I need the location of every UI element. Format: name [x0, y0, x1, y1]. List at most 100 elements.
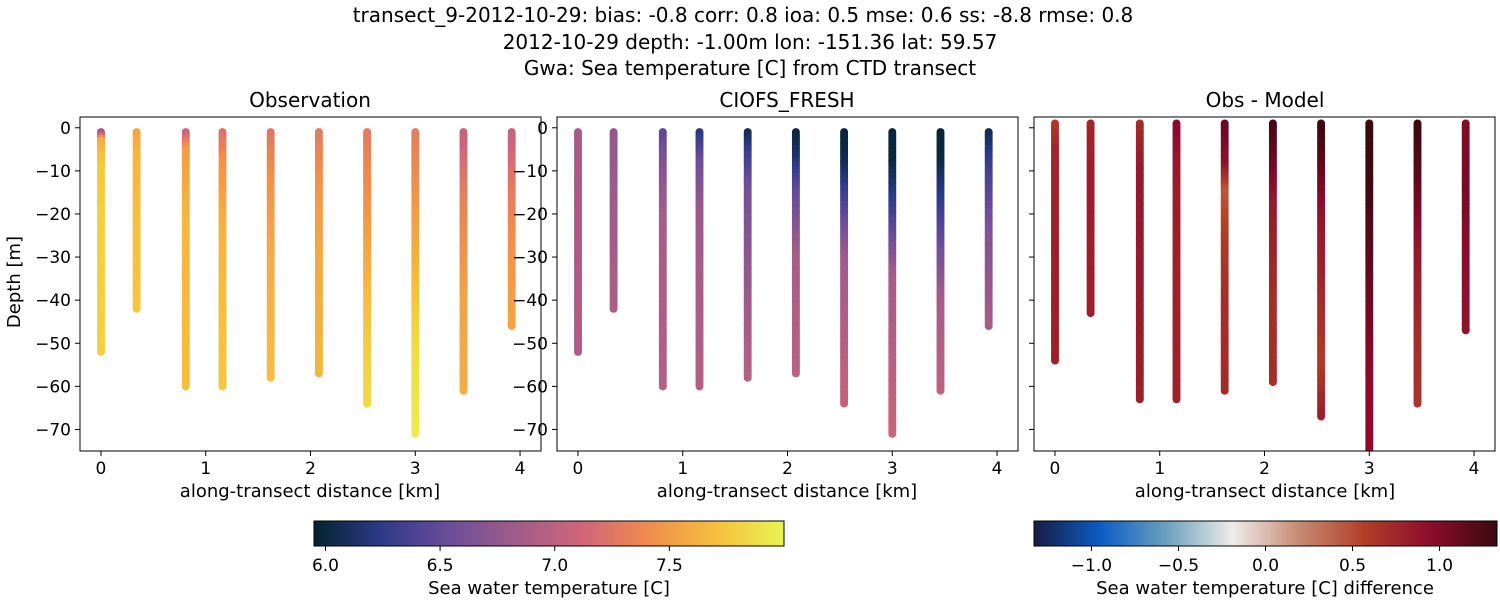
data-point	[1461, 326, 1470, 335]
station-profile	[609, 128, 618, 313]
x-tick-label: 3	[887, 459, 898, 479]
station-profile	[936, 128, 945, 395]
station-profile	[1268, 119, 1277, 386]
figure-title-line2: 2012-10-29 depth: -1.00m lon: -151.36 la…	[503, 30, 998, 54]
model-panel: CIOFS_FRESH along-transect distance [km]…	[512, 88, 1019, 502]
axes-frame	[556, 116, 1019, 452]
x-tick-label: 4	[1469, 459, 1480, 479]
data-point	[266, 373, 275, 382]
data-point	[743, 373, 752, 382]
data-point	[984, 322, 993, 330]
y-axis-label: Depth [m]	[4, 236, 25, 328]
data-point	[1220, 386, 1229, 395]
colorbar-tick-label: 6.0	[312, 556, 339, 576]
y-tick-label: −30	[512, 248, 548, 268]
y-tick-label: −20	[512, 205, 548, 225]
station-profile	[1365, 119, 1374, 451]
x-tick-label: 2	[305, 459, 316, 479]
y-tick-label: −40	[35, 291, 71, 311]
station-profile	[459, 128, 468, 395]
colorbar-tick-label: 0.5	[1339, 556, 1366, 576]
data-point	[574, 347, 582, 356]
station-profile	[984, 128, 993, 330]
x-axis-label: along-transect distance [km]	[657, 481, 917, 502]
y-tick-label: −10	[512, 162, 548, 182]
colorbar-tick-label: 7.5	[656, 556, 683, 576]
data-points	[1051, 119, 1470, 451]
data-point	[658, 382, 667, 391]
x-tick-label: 2	[782, 459, 793, 479]
x-tick-label: 4	[515, 459, 526, 479]
figure-title-line1: transect_9-2012-10-29: bias: -0.8 corr: …	[353, 3, 1134, 27]
station-profile	[1413, 119, 1422, 408]
data-point	[1051, 356, 1059, 365]
colorbar-gradient	[1033, 520, 1498, 547]
colorbar-tick-label: 1.0	[1426, 556, 1453, 576]
y-tick-label: −10	[35, 162, 71, 182]
colorbar-tick-label: 7.0	[541, 556, 568, 576]
colorbar-tick-label: −1.0	[1071, 556, 1112, 576]
data-point	[1365, 447, 1374, 451]
x-tick-label: 0	[1050, 459, 1061, 479]
station-profile	[1317, 119, 1326, 421]
colorbar-label: Sea water temperature [C] difference	[1096, 578, 1434, 599]
station-profile	[1051, 119, 1059, 365]
data-point	[314, 369, 323, 378]
station-profile	[574, 128, 582, 356]
x-axis-label: along-transect distance [km]	[180, 481, 440, 502]
station-profile	[363, 128, 372, 408]
data-point	[791, 369, 800, 378]
data-points	[574, 128, 993, 438]
station-profile	[791, 128, 800, 378]
x-tick-label: 0	[96, 459, 107, 479]
data-point	[218, 382, 227, 391]
station-profile	[1461, 119, 1470, 335]
data-point	[97, 347, 105, 356]
station-profile	[888, 128, 897, 438]
station-profile	[411, 128, 420, 438]
station-profile	[658, 128, 667, 391]
panel-title: Observation	[249, 88, 371, 112]
station-profile	[507, 128, 516, 330]
y-tick-label: −40	[512, 291, 548, 311]
y-tick-label: 0	[537, 119, 548, 139]
data-point	[507, 322, 516, 330]
data-point	[609, 304, 618, 313]
y-tick-label: 0	[60, 119, 71, 139]
data-point	[1172, 395, 1181, 404]
y-tick-label: −70	[512, 420, 548, 440]
colorbar-gradient	[313, 520, 785, 547]
station-profile	[1220, 119, 1229, 395]
x-tick-label: 1	[200, 459, 211, 479]
data-point	[411, 429, 420, 438]
data-point	[181, 382, 190, 391]
data-points	[97, 128, 516, 438]
colorbar-tick-label: 0.0	[1252, 556, 1279, 576]
x-tick-label: 3	[1364, 459, 1375, 479]
difference-panel: Obs - Model along-transect distance [km]…	[1029, 88, 1496, 502]
data-point	[1268, 378, 1277, 386]
station-profile	[695, 128, 704, 391]
x-tick-label: 1	[677, 459, 688, 479]
station-profile	[1172, 119, 1181, 404]
figure-title-line3: Gwa: Sea temperature [C] from CTD transe…	[524, 56, 976, 80]
y-tick-label: −30	[35, 248, 71, 268]
y-tick-label: −60	[512, 377, 548, 397]
data-point	[888, 429, 897, 438]
x-tick-label: 1	[1154, 459, 1165, 479]
x-tick-label: 4	[992, 459, 1003, 479]
y-tick-label: −50	[35, 334, 71, 354]
panel-title: CIOFS_FRESH	[719, 88, 854, 112]
x-tick-label: 2	[1259, 459, 1270, 479]
x-axis-label: along-transect distance [km]	[1135, 481, 1395, 502]
station-profile	[97, 128, 105, 356]
y-tick-label: −60	[35, 377, 71, 397]
station-profile	[743, 128, 752, 382]
panel-title: Obs - Model	[1206, 88, 1325, 112]
data-point	[840, 399, 849, 408]
observation-panel: Observation along-transect distance [km]…	[4, 88, 542, 502]
y-tick-label: −70	[35, 420, 71, 440]
station-profile	[314, 128, 323, 378]
station-profile	[1135, 119, 1144, 404]
